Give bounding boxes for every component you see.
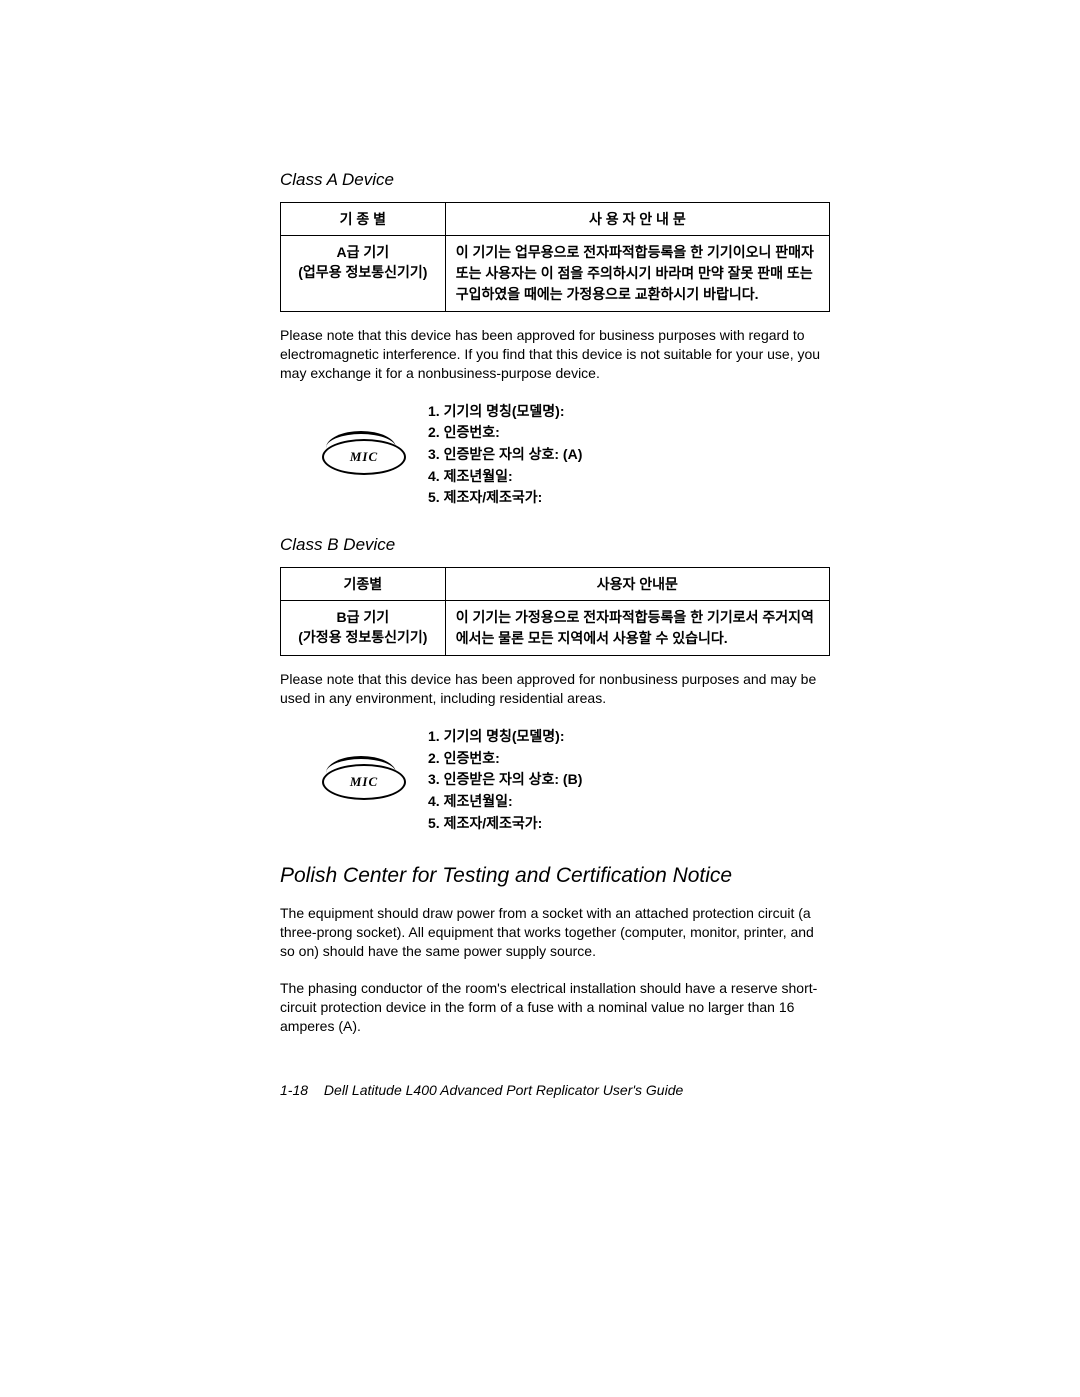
mic-logo-text: MIC	[322, 764, 406, 800]
mic-item: 2. 인증번호:	[428, 422, 582, 444]
mic-item: 4. 제조년월일:	[428, 466, 582, 488]
class-a-left-line2: (업무용 정보통신기기)	[298, 264, 427, 280]
mic-logo-icon: MIC	[320, 756, 404, 804]
class-a-mic-list: 1. 기기의 명칭(모델명): 2. 인증번호: 3. 인증받은 자의 상호: …	[428, 401, 582, 509]
class-b-table: 기종별 사용자 안내문 B급 기기 (가정용 정보통신기기) 이 기기는 가정용…	[280, 567, 830, 656]
class-a-mic-block: MIC 1. 기기의 명칭(모델명): 2. 인증번호: 3. 인증받은 자의 …	[320, 401, 830, 509]
class-b-mic-block: MIC 1. 기기의 명칭(모델명): 2. 인증번호: 3. 인증받은 자의 …	[320, 726, 830, 834]
table-row: B급 기기 (가정용 정보통신기기) 이 기기는 가정용으로 전자파적합등록을 …	[281, 601, 830, 656]
class-a-heading: Class A Device	[280, 170, 830, 190]
mic-item: 1. 기기의 명칭(모델명):	[428, 726, 582, 748]
mic-logo-text: MIC	[322, 439, 406, 475]
class-b-th-right: 사용자 안내문	[445, 568, 829, 601]
class-b-left-line1: B급 기기	[337, 609, 390, 625]
class-b-mic-list: 1. 기기의 명칭(모델명): 2. 인증번호: 3. 인증받은 자의 상호: …	[428, 726, 582, 834]
document-page: Class A Device 기 종 별 사 용 자 안 내 문 A급 기기 (…	[0, 0, 1080, 1158]
class-a-section: Class A Device 기 종 별 사 용 자 안 내 문 A급 기기 (…	[280, 170, 830, 509]
class-b-td-left: B급 기기 (가정용 정보통신기기)	[281, 601, 446, 656]
class-a-td-left: A급 기기 (업무용 정보통신기기)	[281, 236, 446, 312]
mic-item: 5. 제조자/제조국가:	[428, 813, 582, 835]
class-a-left-line1: A급 기기	[337, 244, 390, 260]
mic-item: 2. 인증번호:	[428, 748, 582, 770]
class-b-note: Please note that this device has been ap…	[280, 670, 830, 708]
page-footer: 1-18 Dell Latitude L400 Advanced Port Re…	[280, 1082, 830, 1098]
mic-item: 5. 제조자/제조국가:	[428, 487, 582, 509]
polish-heading: Polish Center for Testing and Certificat…	[280, 864, 830, 888]
class-b-td-right: 이 기기는 가정용으로 전자파적합등록을 한 기기로서 주거지역에서는 물론 모…	[445, 601, 829, 656]
polish-section: Polish Center for Testing and Certificat…	[280, 864, 830, 1035]
class-a-note: Please note that this device has been ap…	[280, 326, 830, 383]
mic-item: 1. 기기의 명칭(모델명):	[428, 401, 582, 423]
class-b-section: Class B Device 기종별 사용자 안내문 B급 기기 (가정용 정보…	[280, 535, 830, 834]
class-a-th-left: 기 종 별	[281, 203, 446, 236]
class-a-table: 기 종 별 사 용 자 안 내 문 A급 기기 (업무용 정보통신기기) 이 기…	[280, 202, 830, 312]
class-b-th-left: 기종별	[281, 568, 446, 601]
class-a-td-right: 이 기기는 업무용으로 전자파적합등록을 한 기기이오니 판매자 또는 사용자는…	[445, 236, 829, 312]
class-b-left-line2: (가정용 정보통신기기)	[298, 629, 427, 645]
polish-p2: The phasing conductor of the room's elec…	[280, 979, 830, 1036]
page-number: 1-18	[280, 1082, 308, 1098]
mic-item: 3. 인증받은 자의 상호: (B)	[428, 769, 582, 791]
mic-item: 3. 인증받은 자의 상호: (A)	[428, 444, 582, 466]
polish-p1: The equipment should draw power from a s…	[280, 904, 830, 961]
class-a-th-right: 사 용 자 안 내 문	[445, 203, 829, 236]
mic-item: 4. 제조년월일:	[428, 791, 582, 813]
class-b-heading: Class B Device	[280, 535, 830, 555]
mic-logo-icon: MIC	[320, 431, 404, 479]
table-row: 기종별 사용자 안내문	[281, 568, 830, 601]
table-row: 기 종 별 사 용 자 안 내 문	[281, 203, 830, 236]
table-row: A급 기기 (업무용 정보통신기기) 이 기기는 업무용으로 전자파적합등록을 …	[281, 236, 830, 312]
footer-title: Dell Latitude L400 Advanced Port Replica…	[324, 1082, 683, 1098]
